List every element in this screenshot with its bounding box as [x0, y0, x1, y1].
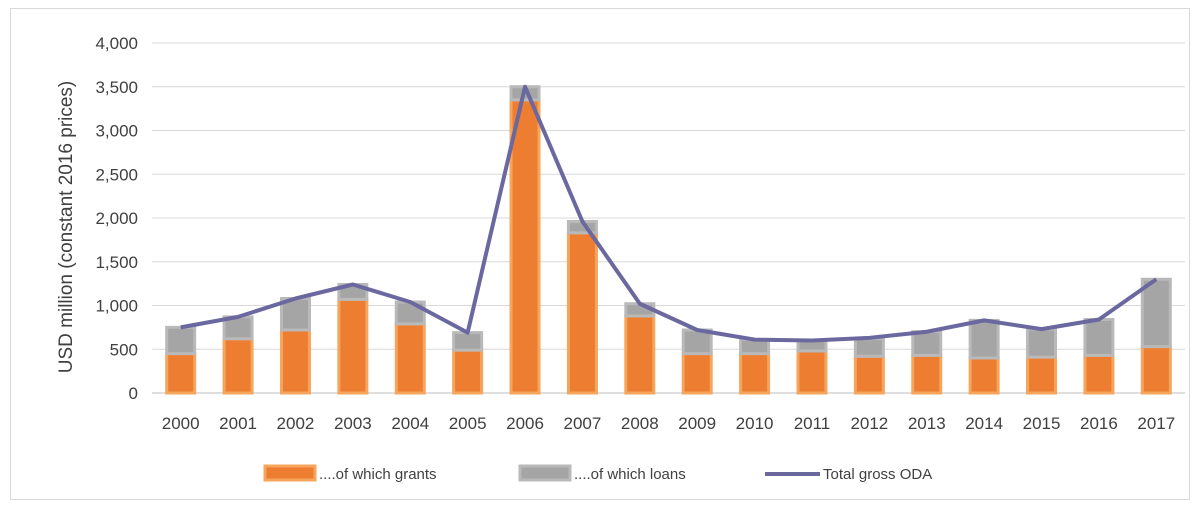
bar-grants	[796, 349, 828, 395]
y-tick-label: 500	[110, 340, 138, 359]
legend-label-loans: ....of which loans	[574, 466, 686, 483]
bar-grants	[394, 322, 426, 395]
y-tick-label: 3,000	[95, 122, 138, 141]
bar-grants	[1140, 345, 1172, 395]
y-tick-labels: 0 500 1,000 1,500 2,000 2,500 3,000 3,500 4,000	[95, 34, 138, 403]
y-tick-label: 4,000	[95, 34, 138, 53]
bar-grants	[509, 98, 541, 395]
bar-loans	[1026, 327, 1058, 359]
x-tick-label: 2011	[794, 414, 831, 433]
bar-loans	[853, 337, 885, 358]
bar-grants	[1026, 355, 1058, 395]
y-tick-label: 2,000	[95, 209, 138, 228]
bar-grants	[165, 352, 197, 395]
total-line-layer	[180, 84, 1158, 343]
x-tick-label: 2001	[219, 414, 257, 433]
bar-loans	[911, 330, 943, 357]
x-tick-label: 2013	[908, 414, 946, 433]
bar-loans	[165, 325, 197, 356]
bar-grants	[222, 337, 254, 395]
x-tick-label: 2006	[506, 414, 544, 433]
x-tick-label: 2017	[1137, 414, 1175, 433]
bar-grants	[279, 328, 311, 395]
y-tick-label: 1,000	[95, 297, 138, 316]
bar-grants	[566, 231, 598, 395]
x-tick-label: 2005	[449, 414, 487, 433]
x-tick-label: 2012	[850, 414, 888, 433]
x-tick-label: 2007	[564, 414, 602, 433]
y-tick-label: 0	[129, 384, 138, 403]
legend-swatch-grants	[263, 464, 317, 482]
x-tick-label: 2010	[736, 414, 774, 433]
x-tick-labels: 2000 2001 2002 2003 2004 2005 2006 2007 2008 2009…	[162, 414, 1175, 433]
x-tick-label: 2002	[277, 414, 315, 433]
y-tick-label: 2,500	[95, 165, 138, 184]
legend-label-grants: ....of which grants	[319, 466, 437, 483]
legend: ....of which grants ....of which loans Tot…	[263, 464, 932, 483]
x-tick-label: 2004	[391, 414, 429, 433]
bar-grants	[853, 354, 885, 395]
chart-frame	[10, 8, 1190, 500]
bar-loans	[279, 297, 311, 332]
bar-grants	[739, 352, 771, 395]
y-axis-label: USD million (constant 2016 prices)	[56, 81, 77, 374]
y-tick-label: 1,500	[95, 253, 138, 272]
bar-loans	[452, 331, 484, 352]
x-tick-label: 2003	[334, 414, 372, 433]
x-tick-label: 2014	[965, 414, 1003, 433]
legend-swatch-loans	[518, 464, 572, 482]
bar-loans	[968, 318, 1000, 360]
bar-grants	[681, 352, 713, 395]
bars	[165, 85, 1172, 395]
y-tick-label: 3,500	[95, 78, 138, 97]
x-tick-label: 2015	[1023, 414, 1061, 433]
bar-loans	[1140, 277, 1172, 349]
x-tick-label: 2008	[621, 414, 659, 433]
bar-grants	[452, 348, 484, 395]
legend-label-total: Total gross ODA	[823, 466, 932, 483]
x-tick-label: 2000	[162, 414, 200, 433]
x-tick-label: 2009	[678, 414, 716, 433]
bar-grants	[624, 314, 656, 395]
bar-grants	[911, 353, 943, 395]
bar-grants	[968, 356, 1000, 395]
bar-loans	[1083, 318, 1115, 357]
bar-grants	[1083, 353, 1115, 395]
x-tick-label: 2016	[1080, 414, 1118, 433]
bar-grants	[337, 297, 369, 395]
total-gross-oda-line	[180, 84, 1158, 343]
gridlines	[152, 42, 1185, 394]
